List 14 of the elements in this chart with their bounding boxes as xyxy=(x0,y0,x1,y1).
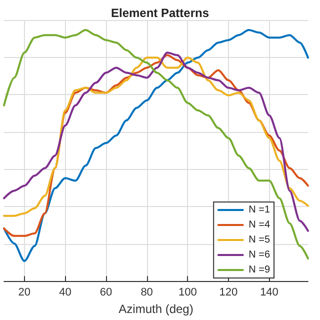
x-tick-label: 120 xyxy=(219,286,238,299)
x-tick-label: 60 xyxy=(100,286,112,299)
legend-label: N =4 xyxy=(248,220,270,230)
x-tick-label: 140 xyxy=(260,286,278,299)
x-tick-label: 20 xyxy=(18,286,31,299)
x-tick-label: 100 xyxy=(178,286,197,299)
x-axis-title: Azimuth (deg) xyxy=(118,302,194,316)
x-tick-label: 40 xyxy=(59,286,72,299)
x-tick-label: 80 xyxy=(140,286,153,299)
legend-label: N =5 xyxy=(248,234,270,246)
chart-title: Element Patterns xyxy=(110,6,210,20)
legend-label: N =6 xyxy=(248,250,270,260)
legend-label: N =1 xyxy=(248,204,270,216)
legend-label: N =9 xyxy=(248,264,270,276)
